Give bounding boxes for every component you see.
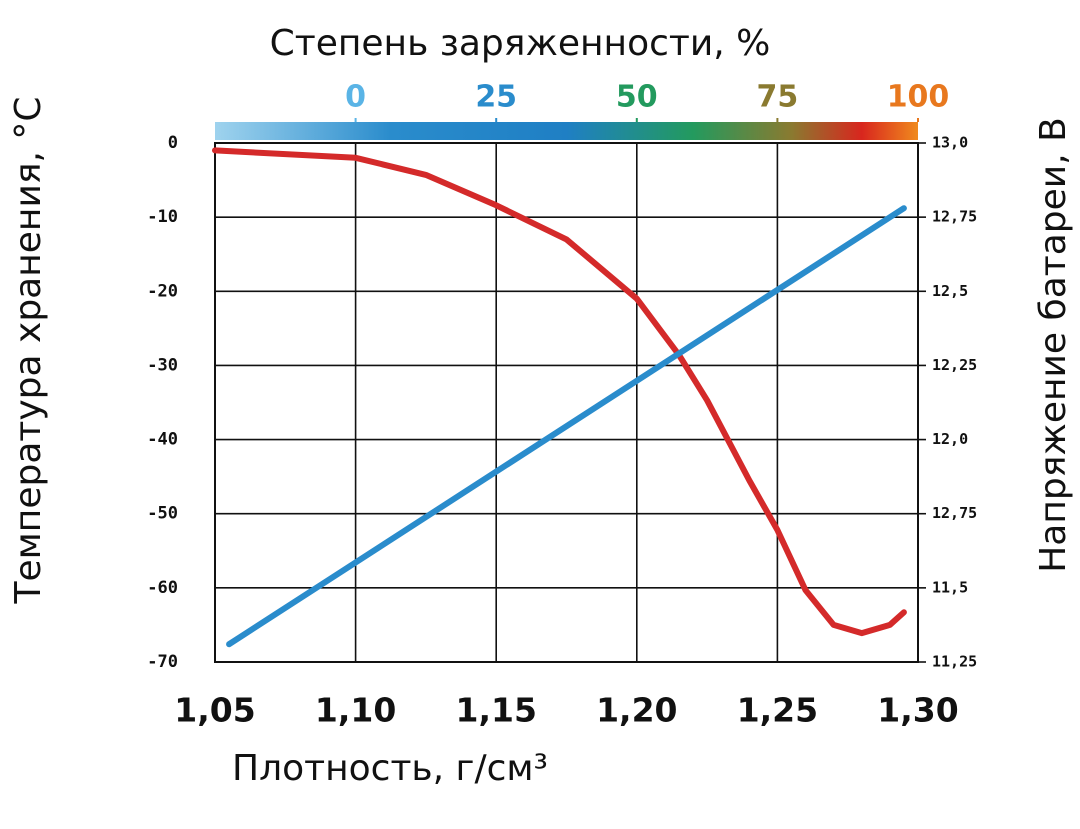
y2-tick-label: 11,5 <box>932 578 968 596</box>
y2-tick-label: 12,75 <box>932 504 977 522</box>
x-tick-label: 1,15 <box>455 691 536 730</box>
plot-frame <box>214 142 919 663</box>
y2-tick-label: 13,0 <box>932 134 968 152</box>
series-line <box>212 147 907 637</box>
y-tick-label: -20 <box>147 281 178 301</box>
x2-tick-label: 50 <box>616 80 658 115</box>
y-tick-label: -40 <box>147 430 178 450</box>
series-line <box>226 205 907 648</box>
charge-scale-bar <box>215 122 918 140</box>
x-tick-label: 1,20 <box>596 691 677 730</box>
y-tick-label: -10 <box>147 207 178 227</box>
y2-tick-label: 12,5 <box>932 282 968 300</box>
x2-tick-label: 25 <box>475 80 517 115</box>
y2-tick-label: 11,25 <box>932 653 977 671</box>
x-tick-label: 1,05 <box>174 691 255 730</box>
y-axis-title: Температура хранения, °С <box>8 96 49 604</box>
x-axis-title: Плотность, г/см³ <box>232 748 548 789</box>
x-tick-label: 1,30 <box>877 691 958 730</box>
y-tick-label: -70 <box>147 652 178 672</box>
x-tick-label: 1,25 <box>737 691 818 730</box>
y2-tick-label: 12,0 <box>932 430 968 448</box>
y2-tick-label: 12,75 <box>932 208 977 226</box>
y-tick-label: -60 <box>147 578 178 598</box>
x2-tick-label: 100 <box>887 80 950 115</box>
x-tick-label: 1,10 <box>315 691 396 730</box>
y2-tick-label: 12,25 <box>932 356 977 374</box>
y2-axis-title: Напряжение батареи, В <box>1033 117 1074 573</box>
x2-tick-label: 0 <box>345 80 366 115</box>
x2-tick-label: 75 <box>757 80 799 115</box>
y-tick-label: 0 <box>168 133 178 153</box>
x2-axis-title: Степень заряженности, % <box>270 23 771 64</box>
y-tick-label: -50 <box>147 504 178 524</box>
y-tick-label: -30 <box>147 355 178 375</box>
